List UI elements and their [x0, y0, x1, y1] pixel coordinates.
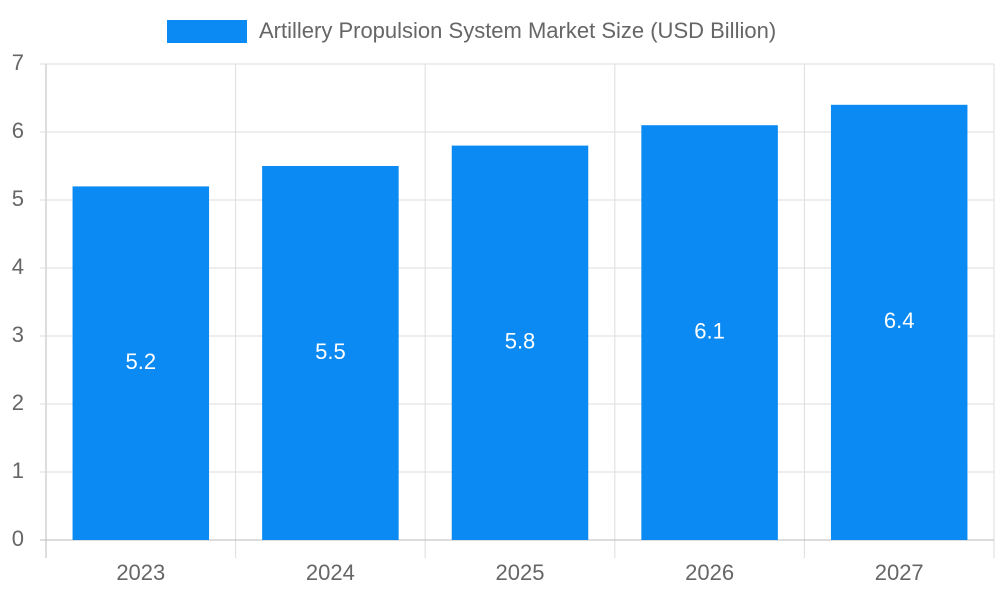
- bar: [72, 186, 210, 540]
- x-tick-label: 2025: [496, 560, 545, 585]
- y-tick-label: 4: [12, 254, 24, 279]
- bar: [641, 125, 778, 540]
- y-tick-label: 3: [12, 322, 24, 347]
- x-tick-label: 2027: [875, 560, 924, 585]
- y-tick-label: 6: [12, 118, 24, 143]
- x-tick-label: 2026: [685, 560, 734, 585]
- bar: [262, 166, 399, 540]
- bar: [451, 145, 589, 540]
- data-label: 5.5: [315, 339, 346, 364]
- data-label: 6.4: [884, 308, 915, 333]
- y-tick-label: 2: [12, 390, 24, 415]
- x-tick-label: 2024: [306, 560, 355, 585]
- bar: [830, 104, 968, 541]
- data-label: 6.1: [694, 318, 725, 343]
- x-tick-label: 2023: [116, 560, 165, 585]
- legend-label: Artillery Propulsion System Market Size …: [259, 18, 776, 43]
- y-tick-label: 5: [12, 186, 24, 211]
- y-tick-label: 7: [12, 50, 24, 75]
- data-label: 5.8: [505, 329, 536, 354]
- y-tick-label: 1: [12, 458, 24, 483]
- data-label: 5.2: [126, 349, 157, 374]
- legend-swatch: [167, 20, 247, 43]
- y-tick-label: 0: [12, 526, 24, 551]
